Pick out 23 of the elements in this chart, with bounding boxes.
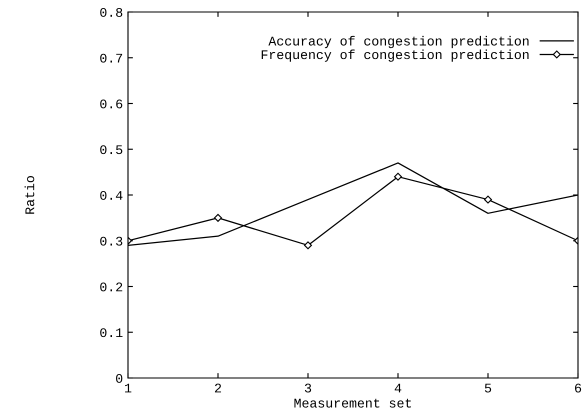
y-tick-label: 0.8 (100, 8, 122, 17)
point (394, 172, 402, 181)
legend-label: Frequency of congestion prediction (262, 49, 529, 62)
x-axis-title: Measurement set (294, 398, 412, 408)
y-axis-title: Ratio (24, 176, 34, 214)
y-tick-label: 0.2 (100, 282, 122, 292)
y-tick-label: 0.4 (100, 190, 122, 200)
x-tick-label: 4 (394, 384, 402, 392)
x-tick-label: 3 (304, 384, 312, 393)
x-tick-label: 2 (214, 384, 222, 392)
point (484, 196, 492, 204)
legend-label: Accuracy of congestion prediction (268, 36, 529, 48)
point (304, 241, 312, 250)
x-tick-label: 6 (575, 384, 582, 393)
point (214, 214, 222, 222)
x-tick-label: 5 (484, 384, 492, 393)
y-tick-label: 0.6 (100, 99, 122, 108)
x-tick-label: 1 (124, 384, 132, 392)
y-tick-label: 0.3 (100, 236, 122, 246)
y-tick-label: 0 (116, 374, 122, 383)
y-tick-label: 0.1 (100, 328, 122, 338)
y-tick-label: 0.7 (100, 54, 122, 63)
y-tick-label: 0.5 (100, 145, 122, 154)
